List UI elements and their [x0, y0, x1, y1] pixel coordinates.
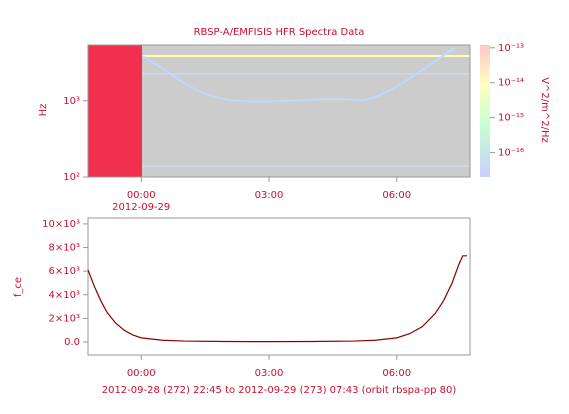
x-tick-label: 00:00: [127, 368, 156, 379]
colorbar-tick-label: 10⁻¹⁴: [498, 78, 524, 89]
y-tick-label: 8×10³: [49, 243, 80, 254]
colorbar-label: V^2/m^2/Hz: [539, 77, 550, 143]
x-tick-label: 00:00: [127, 190, 156, 201]
data-line: [87, 255, 468, 343]
plot-frame: [87, 44, 471, 178]
y-tick-label: 0.0: [64, 337, 80, 348]
y-axis-label: Hz: [38, 104, 49, 117]
colorbar-tick-label: 10⁻¹⁶: [498, 148, 524, 159]
x-tick-date: 2012-09-29: [112, 202, 170, 213]
x-tick-label: 06:00: [382, 368, 411, 379]
y-tick-label: 4×10³: [49, 290, 80, 301]
y-tick-label: 2×10³: [49, 313, 80, 324]
chart-title: RBSP-A/EMFISIS HFR Spectra Data: [194, 27, 365, 38]
y-tick-label: 10×10³: [42, 219, 80, 230]
y-axis-label: f_ce: [13, 277, 24, 297]
x-tick-label: 03:00: [255, 368, 284, 379]
y-tick-label: 10³: [63, 96, 80, 107]
y-tick-label: 10²: [63, 172, 80, 183]
colorbar: [480, 45, 490, 177]
colorbar-tick-label: 10⁻¹³: [498, 43, 524, 54]
x-tick-label: 06:00: [382, 190, 411, 201]
spectrogram-feature: [141, 47, 456, 103]
spectrogram-fill: [88, 45, 470, 177]
x-tick-label: 03:00: [255, 190, 284, 201]
x-axis-label: 2012-09-28 (272) 22:45 to 2012-09-29 (27…: [102, 385, 457, 396]
y-tick-label: 6×10³: [49, 266, 80, 277]
colorbar-tick-label: 10⁻¹⁵: [498, 113, 524, 124]
spectrogram-fill: [88, 45, 142, 177]
plot-frame: [87, 217, 471, 356]
